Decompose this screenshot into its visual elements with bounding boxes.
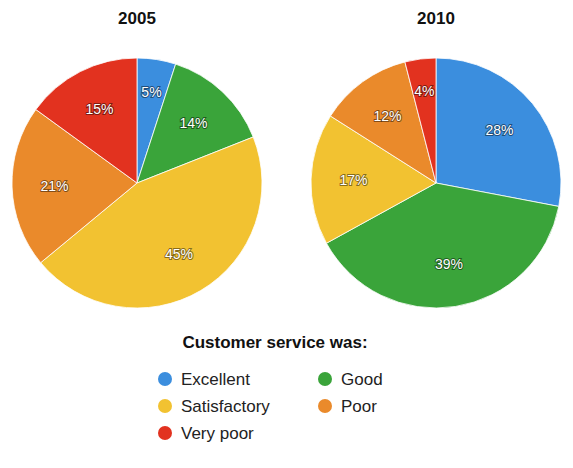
data-label: 28% — [486, 122, 514, 138]
data-label: 14% — [179, 115, 207, 131]
pie-title: 2005 — [118, 9, 156, 28]
legend-label: Good — [341, 370, 383, 389]
legend-label: Very poor — [181, 424, 254, 443]
chart-root: 2005 5% 14% 45% 21% 15% 2010 28% 39% 17% 12% 4% Cust… — [0, 0, 573, 468]
data-label: 15% — [86, 101, 114, 117]
pie-slice — [36, 58, 137, 183]
pie — [311, 58, 561, 308]
data-label: 4% — [414, 83, 434, 99]
data-label: 12% — [373, 108, 401, 124]
legend-swatch — [158, 399, 172, 413]
data-label: 21% — [41, 178, 69, 194]
legend-swatch — [318, 399, 332, 413]
legend-label: Satisfactory — [181, 397, 270, 416]
legend-swatch — [158, 372, 172, 386]
legend: Customer service was: Excellent Good Satisf… — [158, 333, 383, 443]
pie — [12, 58, 262, 308]
legend-label: Poor — [341, 397, 377, 416]
legend-swatch — [158, 426, 172, 440]
chart-svg: 2005 5% 14% 45% 21% 15% 2010 28% 39% 17% 12% 4% Cust… — [0, 0, 573, 468]
pie-slice — [436, 58, 561, 206]
legend-swatch — [318, 372, 332, 386]
data-label: 45% — [165, 246, 193, 262]
pie-slice — [405, 58, 436, 183]
legend-label: Excellent — [181, 370, 250, 389]
pie-title: 2010 — [417, 9, 455, 28]
data-label: 39% — [435, 256, 463, 272]
data-label: 17% — [340, 172, 368, 188]
legend-title: Customer service was: — [182, 333, 367, 352]
data-label: 5% — [141, 84, 161, 100]
